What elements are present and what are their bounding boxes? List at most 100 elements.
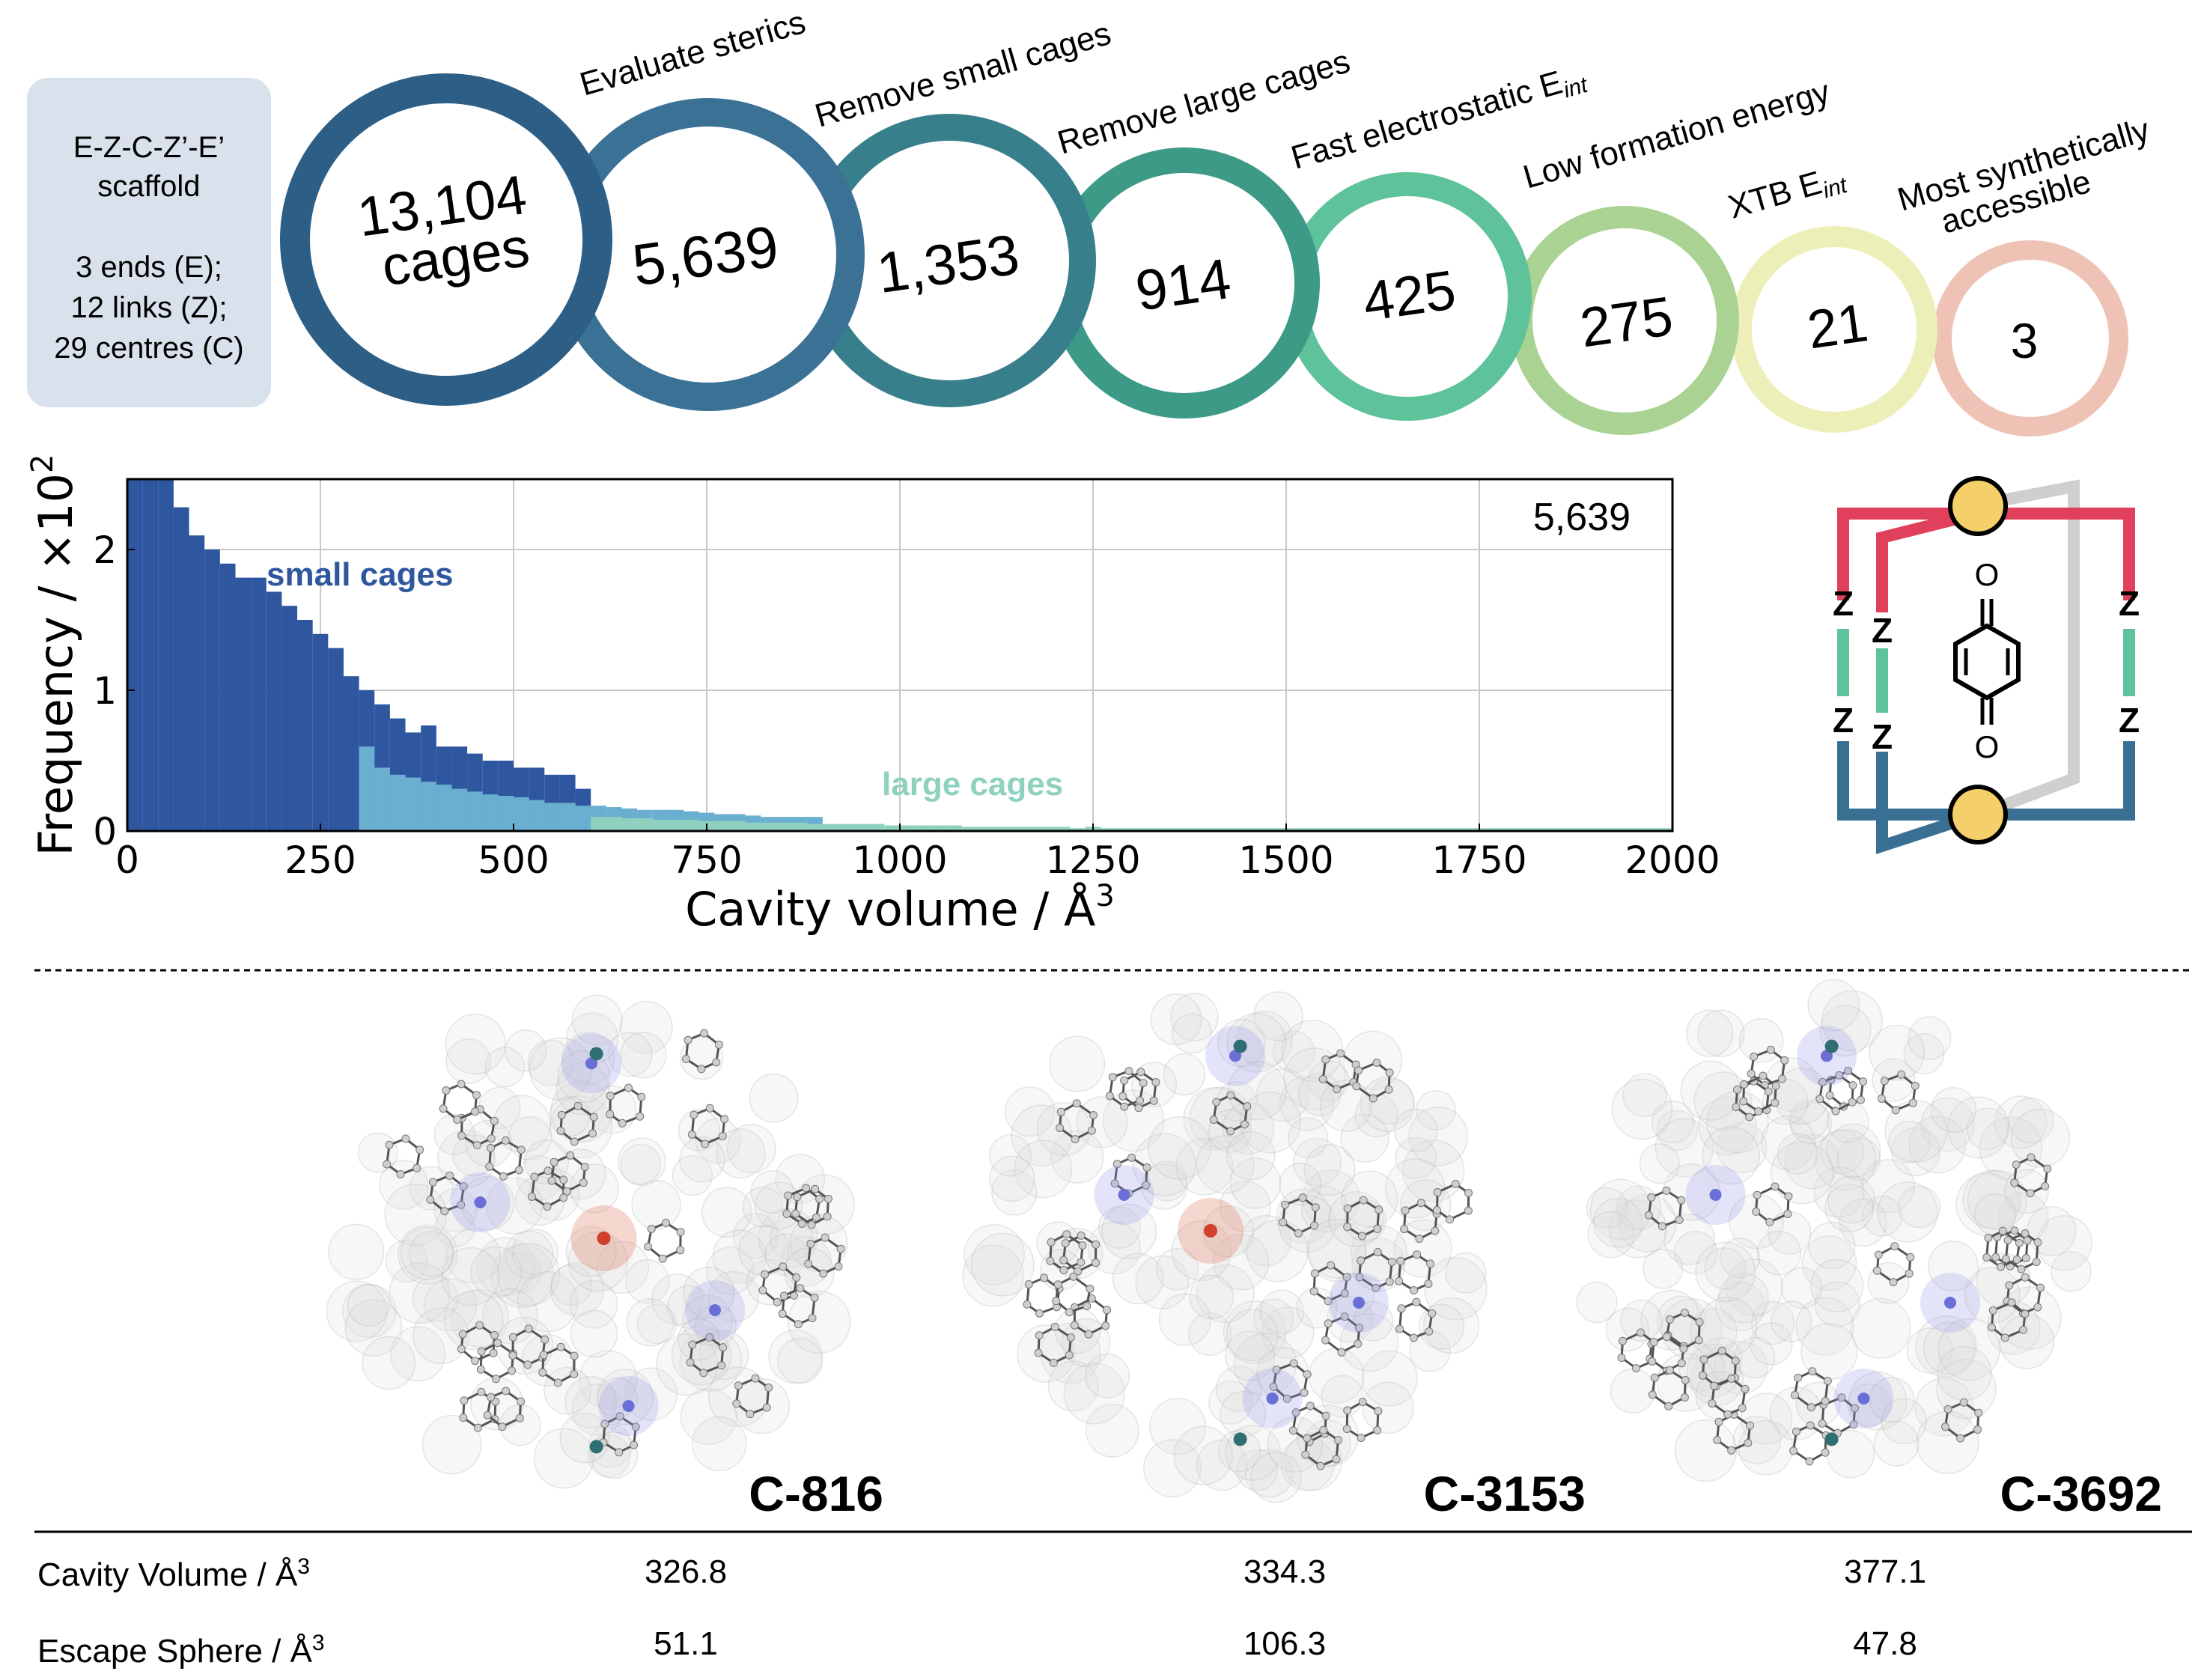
link-z-label: Z [1833,584,1854,623]
carbon-atom [1821,1397,1830,1405]
atom-sphere [1695,1241,1756,1303]
atom-sphere [1704,1247,1747,1290]
carbon-atom [459,1413,468,1422]
carbon-atom [793,1193,802,1202]
molecule-label: C-3153 [1424,1466,1586,1521]
atom-sphere [787,1290,851,1354]
atom-sphere [476,1237,535,1297]
atom-sphere [1259,1289,1304,1335]
carbon-atom [1806,1403,1815,1412]
carbon-atom [439,1104,448,1113]
atom-sphere [571,1384,624,1436]
carbon-atom [508,1333,517,1342]
carbon-atom [1794,1373,1803,1382]
histogram-bar [482,794,499,831]
atom-sphere [1250,1451,1302,1503]
histogram-bar [251,577,267,831]
atom-sphere [1361,1350,1418,1407]
carbon-atom [477,1387,486,1396]
atom-sphere [1017,1324,1076,1384]
cell-value: 51.1 [654,1625,718,1662]
carbon-atom [717,1361,726,1370]
atom-sphere [1937,1345,1992,1401]
histogram-bar [467,791,483,831]
atom-sphere [2010,1108,2071,1168]
atom-sphere [678,1318,720,1361]
carbon-atom [458,1330,467,1339]
atom-sphere [1720,1238,1761,1279]
carbon-atom [1856,1095,1865,1104]
funnel-step-8: 3 Most synthetically accessible [1893,112,2154,436]
carbon-atom [1072,1099,1081,1108]
atom-sphere [989,1155,1035,1202]
oxygen-label: O [1975,729,2000,764]
atom-sphere [1826,1123,1881,1178]
carbon-atom [784,1191,793,1200]
histogram-bar [1332,828,1348,831]
funnel-step-2: 5,639 Evaluate sterics [552,4,865,411]
atom-sphere [445,1038,492,1085]
atom-sphere [1750,1300,1795,1345]
carbon-atom [1956,1434,1965,1443]
funnel-count: 275 [1577,284,1677,359]
carbon-atom [1373,1248,1382,1256]
atom-sphere [362,1336,416,1390]
atom-sphere [671,1325,731,1386]
atom-sphere [620,1032,667,1079]
x-tick-label: 250 [284,839,356,882]
carbon-atom [1294,1229,1303,1238]
carbon-atom [1791,1391,1799,1399]
atom-sphere [511,1229,558,1276]
carbon-atom [1337,1348,1346,1357]
atom-sphere [1196,1439,1248,1491]
carbon-atom [1805,1457,1814,1466]
carbon-atom [1740,1080,1749,1089]
carbon-atom [2001,1255,2010,1264]
atom-sphere [1620,1299,1663,1342]
atom-sphere [1163,1053,1206,1096]
histogram-bar [714,821,730,831]
atom-sphere [1245,1449,1294,1498]
atom-sphere [1047,1360,1099,1412]
carbon-atom [396,1170,405,1178]
carbon-atom [1070,1321,1079,1330]
carbon-atom [1752,1207,1761,1216]
carbon-atom [1789,1446,1798,1455]
carbon-atom [1310,1221,1319,1230]
atom-sphere [678,1109,720,1151]
funnel-count: 21 [1803,293,1871,360]
histogram-bar [1626,828,1642,831]
carbon-atom [1083,1301,1092,1310]
atom-sphere [1362,1381,1414,1434]
atom-sphere [712,1229,767,1284]
histogram-bar [1301,828,1318,831]
histogram-bar [559,803,576,831]
atom-sphere [1738,1017,1784,1063]
atom-sphere [625,1259,670,1304]
carbon-atom [1723,1410,1732,1419]
carbon-atom [1385,1277,1394,1286]
funnel-count: 425 [1360,258,1460,332]
carbon-atom [2005,1281,2014,1290]
carbon-atom [2041,1181,2050,1190]
histogram-bar [1456,828,1472,831]
carbon-atom [1428,1309,1437,1318]
carbon-atom [1988,1306,1997,1315]
atom-sphere [1760,1115,1816,1171]
carbon-atom [1714,1417,1723,1426]
histogram-bar [745,822,761,831]
carbon-atom [476,1365,485,1374]
atom-sphere [1906,1327,1953,1374]
atom-sphere [1847,1384,1891,1428]
histogram-bar [1564,828,1580,831]
row-label: Escape Sphere / Å3 [37,1631,325,1670]
carbon-atom [1092,1259,1100,1267]
carbon-atom [1118,1092,1127,1101]
histogram-bar [281,606,298,831]
atom-sphere [570,1309,618,1358]
carbon-atom [1343,1204,1352,1213]
carbon-atom [1433,1188,1442,1196]
carbon-atom [426,1195,435,1204]
carbon-atom [570,1351,579,1360]
carbon-atom [1432,1205,1441,1214]
